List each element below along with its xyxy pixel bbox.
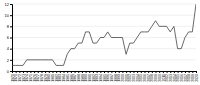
- chart: 1970197119721973197419751976197719781979…: [0, 0, 200, 85]
- x-tick-mark: [111, 71, 112, 73]
- x-tick-mark: [93, 71, 94, 73]
- x-tick-mark: [41, 71, 42, 73]
- y-tick: 12: [5, 2, 12, 7]
- grid: [12, 4, 196, 71]
- x-tick-mark: [130, 71, 131, 73]
- x-tick-mark: [141, 71, 142, 73]
- x-axis-line: [13, 72, 197, 74]
- marks: [12, 4, 196, 65]
- y-tick-label: 12: [5, 2, 10, 7]
- x-tick-mark: [30, 71, 31, 73]
- x-tick-mark: [82, 71, 83, 73]
- x-tick-mark: [174, 71, 175, 73]
- x-tick-mark: [108, 71, 109, 73]
- y-tick-label: 6: [7, 35, 10, 40]
- y-tick-mark: [10, 26, 12, 27]
- x-tick-mark: [56, 71, 57, 73]
- y-tick: 10: [5, 13, 12, 18]
- x-tick-mark: [64, 71, 65, 73]
- y-tick-label: 0: [7, 69, 10, 74]
- y-tick: 0: [7, 69, 12, 74]
- x-tick-mark: [163, 71, 164, 73]
- plot: 1970197119721973197419751976197719781979…: [5, 2, 199, 82]
- x-tick-mark: [115, 71, 116, 73]
- x-tick-mark: [144, 71, 145, 73]
- y-axis: 0 2 4 6 8 10 12: [5, 2, 13, 74]
- x-tick-mark: [152, 71, 153, 73]
- x-tick-mark: [52, 71, 53, 73]
- x-tick-mark: [196, 71, 197, 73]
- x-tick-mark: [45, 71, 46, 73]
- x-tick-mark: [159, 71, 160, 73]
- y-tick: 6: [7, 35, 12, 40]
- grid-line: [12, 48, 196, 49]
- x-tick-mark: [122, 71, 123, 73]
- y-tick-mark: [10, 4, 12, 5]
- x-tick-label: 2020: [195, 74, 199, 82]
- y-tick-label: 2: [7, 58, 10, 63]
- x-tick-mark: [185, 71, 186, 73]
- x-tick-mark: [34, 71, 35, 73]
- y-tick-label: 8: [7, 24, 10, 29]
- x-tick-mark: [89, 71, 90, 73]
- grid-line: [12, 15, 196, 16]
- x-tick-mark: [167, 71, 168, 73]
- x-tick-mark: [49, 71, 50, 73]
- x-tick-mark: [38, 71, 39, 73]
- y-tick: 4: [7, 46, 12, 51]
- x-tick-mark: [148, 71, 149, 73]
- x-tick-mark: [97, 71, 98, 73]
- y-tick-mark: [10, 49, 12, 50]
- x-tick-mark: [178, 71, 179, 73]
- grid-line: [12, 26, 196, 27]
- x-tick-mark: [104, 71, 105, 73]
- y-tick: 2: [7, 58, 12, 63]
- x-tick-mark: [27, 71, 28, 73]
- x-axis: 1970197119721973197419751976197719781979…: [11, 71, 199, 82]
- x-tick-mark: [71, 71, 72, 73]
- x-tick-mark: [156, 71, 157, 73]
- x-tick-mark: [23, 71, 24, 73]
- x-tick-mark: [19, 71, 20, 73]
- y-tick-label: 4: [7, 46, 10, 51]
- x-tick-mark: [75, 71, 76, 73]
- x-tick-mark: [137, 71, 138, 73]
- y-axis-line: [10, 5, 13, 72]
- x-tick-mark: [126, 71, 127, 73]
- x-tick-mark: [86, 71, 87, 73]
- x-tick-mark: [119, 71, 120, 73]
- x-tick-mark: [192, 71, 193, 73]
- y-tick: 8: [7, 24, 12, 29]
- x-tick-mark: [67, 71, 68, 73]
- x-tick-mark: [78, 71, 79, 73]
- x-tick-mark: [60, 71, 61, 73]
- x-tick-mark: [16, 71, 17, 73]
- line: [12, 4, 196, 65]
- x-tick-mark: [100, 71, 101, 73]
- x-tick-mark: [189, 71, 190, 73]
- grid-line: [12, 4, 196, 5]
- x-tick-mark: [181, 71, 182, 73]
- y-tick-mark: [10, 71, 12, 72]
- y-tick-mark: [10, 15, 12, 16]
- y-tick-mark: [10, 60, 12, 61]
- y-tick-label: 10: [5, 13, 10, 18]
- x-tick-mark: [170, 71, 171, 73]
- y-tick-mark: [10, 38, 12, 39]
- x-tick: 2020: [195, 71, 199, 82]
- x-tick-mark: [133, 71, 134, 73]
